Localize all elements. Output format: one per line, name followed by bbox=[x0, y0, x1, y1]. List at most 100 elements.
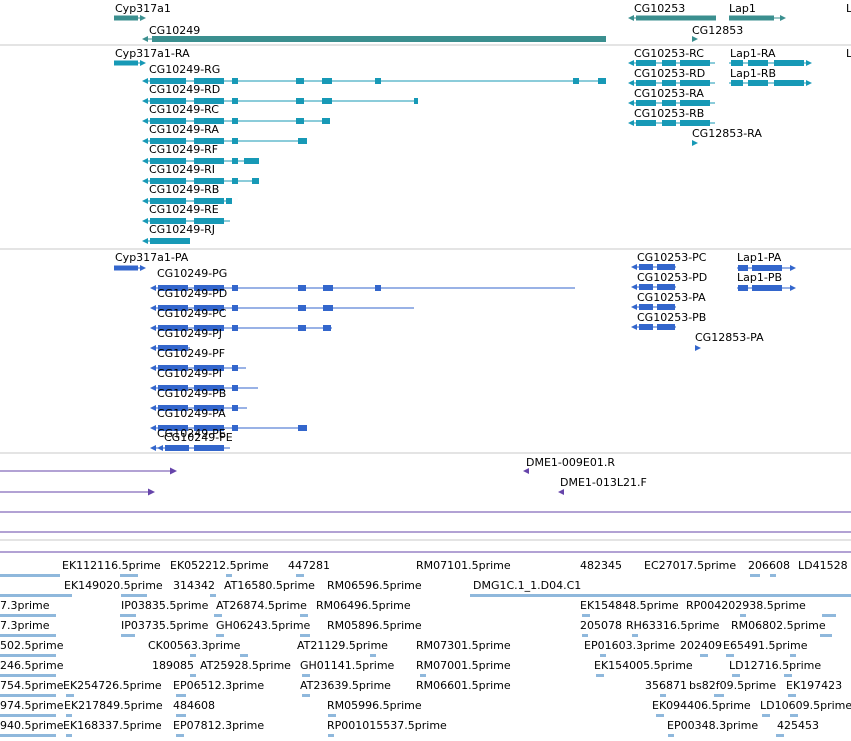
protein-label[interactable]: CG10249-PD bbox=[157, 287, 227, 300]
transcript-label[interactable]: Lap1-RB bbox=[730, 67, 776, 80]
protein-label[interactable]: CG10253-PA bbox=[637, 291, 706, 304]
est-label[interactable]: RM06596.5prime bbox=[327, 579, 422, 592]
est-label[interactable]: RM07301.5prime bbox=[416, 639, 511, 652]
est-label[interactable]: 425453 bbox=[777, 719, 819, 732]
transcript-label[interactable]: Cyp317a1-RA bbox=[115, 47, 190, 60]
protein-label[interactable]: CG10253-PC bbox=[637, 251, 707, 264]
protein-label[interactable]: CG10249-PJ bbox=[157, 327, 222, 340]
est-label[interactable]: 447281 bbox=[288, 559, 330, 572]
est-label[interactable]: 7.3prime bbox=[0, 619, 50, 632]
est-label[interactable]: 246.5prime bbox=[0, 659, 64, 672]
est-label[interactable]: 482345 bbox=[580, 559, 622, 572]
est-label[interactable]: LD12716.5prime bbox=[729, 659, 821, 672]
est-label[interactable]: 484608 bbox=[173, 699, 215, 712]
est-label[interactable]: LD41528 bbox=[798, 559, 848, 572]
est-label[interactable]: RM07001.5prime bbox=[416, 659, 511, 672]
clone-label[interactable]: DME1-013L21.F bbox=[560, 476, 647, 489]
transcript-label[interactable]: CG10249-RG bbox=[149, 63, 220, 76]
est-label[interactable]: LD10609.5prime bbox=[760, 699, 851, 712]
est-label[interactable]: RM07101.5prime bbox=[416, 559, 511, 572]
est-label[interactable]: 202409 bbox=[680, 639, 722, 652]
clone-label[interactable]: DME1-009E01.R bbox=[526, 456, 615, 469]
transcript-label[interactable]: CG10249-RF bbox=[149, 143, 218, 156]
transcript-label[interactable]: Lap1-RA bbox=[730, 47, 776, 60]
est-label[interactable]: EK197423 bbox=[786, 679, 842, 692]
protein-label[interactable]: CG10249-PC bbox=[157, 307, 227, 320]
est-label[interactable]: 206608 bbox=[748, 559, 790, 572]
est-label[interactable]: 7.3prime bbox=[0, 599, 50, 612]
protein-label[interactable]: CG10249-PE bbox=[157, 427, 226, 440]
est-label[interactable]: RM05996.5prime bbox=[327, 699, 422, 712]
est-label[interactable]: EP07812.3prime bbox=[173, 719, 264, 732]
gene-label[interactable]: CG10249 bbox=[149, 24, 200, 37]
est-label[interactable]: EK154005.5prime bbox=[594, 659, 693, 672]
est-label[interactable]: AT16580.5prime bbox=[224, 579, 315, 592]
est-label[interactable]: CK00563.3prime bbox=[148, 639, 241, 652]
transcript-label[interactable]: CG10249-RE bbox=[149, 203, 219, 216]
est-label[interactable]: RM06496.5prime bbox=[316, 599, 411, 612]
transcript-label[interactable]: CG10249-RC bbox=[149, 103, 219, 116]
est-label[interactable]: EK112116.5prime bbox=[62, 559, 161, 572]
protein-label[interactable]: CG10249-PG bbox=[157, 267, 227, 280]
est-label[interactable]: 974.5prime bbox=[0, 699, 64, 712]
est-label[interactable]: RH63316.5prime bbox=[626, 619, 720, 632]
gene-label[interactable]: Lap1 bbox=[729, 2, 756, 15]
protein-label[interactable]: CG10249-PA bbox=[157, 407, 226, 420]
protein-label[interactable]: CG10249-PB bbox=[157, 387, 226, 400]
est-label[interactable]: E65491.5prime bbox=[723, 639, 808, 652]
est-label[interactable]: IP03835.5prime bbox=[121, 599, 209, 612]
est-label[interactable]: 314342 bbox=[173, 579, 215, 592]
transcript-label[interactable]: CG10249-RA bbox=[149, 123, 219, 136]
gene-label[interactable]: CG10253 bbox=[634, 2, 685, 15]
transcript-label[interactable]: CG10249-RB bbox=[149, 183, 219, 196]
transcript-label[interactable]: CG10249-RD bbox=[149, 83, 220, 96]
est-label[interactable]: RP004202938.5prime bbox=[686, 599, 806, 612]
est-label[interactable]: 754.5prime bbox=[0, 679, 64, 692]
est-label[interactable]: DMG1C.1_1.D04.C1 bbox=[473, 579, 581, 592]
protein-label[interactable]: CG10249-PI bbox=[157, 367, 222, 380]
protein-label[interactable]: Cyp317a1-PA bbox=[115, 251, 189, 264]
est-label[interactable]: EK052212.5prime bbox=[170, 559, 269, 572]
est-label[interactable]: bs82f09.5prime bbox=[689, 679, 776, 692]
gene-label[interactable]: CG12853 bbox=[692, 24, 743, 37]
est-label[interactable]: RP001015537.5prime bbox=[327, 719, 447, 732]
transcript-label[interactable]: CG10253-RB bbox=[634, 107, 704, 120]
gene-label-cut[interactable]: Lap1 bbox=[846, 2, 851, 15]
est-label[interactable]: GH01141.5prime bbox=[300, 659, 395, 672]
est-label[interactable]: RM05896.5prime bbox=[327, 619, 422, 632]
est-label[interactable]: AT23639.5prime bbox=[300, 679, 391, 692]
transcript-label[interactable]: CG10253-RA bbox=[634, 87, 704, 100]
est-label[interactable]: EK094406.5prime bbox=[652, 699, 751, 712]
est-label[interactable]: AT21129.5prime bbox=[297, 639, 388, 652]
est-label[interactable]: IP03735.5prime bbox=[121, 619, 209, 632]
est-label[interactable]: AT25928.5prime bbox=[200, 659, 291, 672]
protein-label[interactable]: CG10253-PD bbox=[637, 271, 707, 284]
est-label[interactable]: AT26874.5prime bbox=[216, 599, 307, 612]
transcript-label[interactable]: CG10249-RI bbox=[149, 163, 215, 176]
est-label[interactable]: EP06512.3prime bbox=[173, 679, 264, 692]
est-label[interactable]: EP00348.3prime bbox=[667, 719, 758, 732]
transcript-label[interactable]: CG10253-RD bbox=[634, 67, 705, 80]
est-label[interactable]: 189085 bbox=[152, 659, 194, 672]
est-label[interactable]: 356871 bbox=[645, 679, 687, 692]
est-label[interactable]: EK149020.5prime bbox=[64, 579, 163, 592]
est-label[interactable]: EK217849.5prime bbox=[64, 699, 163, 712]
protein-label[interactable]: CG10249-PF bbox=[157, 347, 225, 360]
est-label[interactable]: EK154848.5prime bbox=[580, 599, 679, 612]
transcript-label[interactable]: CG10249-RJ bbox=[149, 223, 215, 236]
protein-label[interactable]: Lap1-PB bbox=[737, 271, 782, 284]
est-label[interactable]: EK254726.5prime bbox=[63, 679, 162, 692]
est-label[interactable]: 940.5prime bbox=[0, 719, 64, 732]
est-label[interactable]: EC27017.5prime bbox=[644, 559, 736, 572]
transcript-label[interactable]: CG12853-RA bbox=[692, 127, 762, 140]
protein-label[interactable]: CG10249-PE bbox=[164, 431, 233, 444]
protein-label[interactable]: CG12853-PA bbox=[695, 331, 764, 344]
est-label[interactable]: GH06243.5prime bbox=[216, 619, 311, 632]
protein-label[interactable]: Lap1-PA bbox=[737, 251, 782, 264]
est-label[interactable]: RM06601.5prime bbox=[416, 679, 511, 692]
est-label[interactable]: RM06802.5prime bbox=[731, 619, 826, 632]
protein-label[interactable]: CG10253-PB bbox=[637, 311, 706, 324]
est-label[interactable]: 205078 bbox=[580, 619, 622, 632]
est-label[interactable]: EP01603.3prime bbox=[584, 639, 675, 652]
est-label[interactable]: EK168337.5prime bbox=[63, 719, 162, 732]
